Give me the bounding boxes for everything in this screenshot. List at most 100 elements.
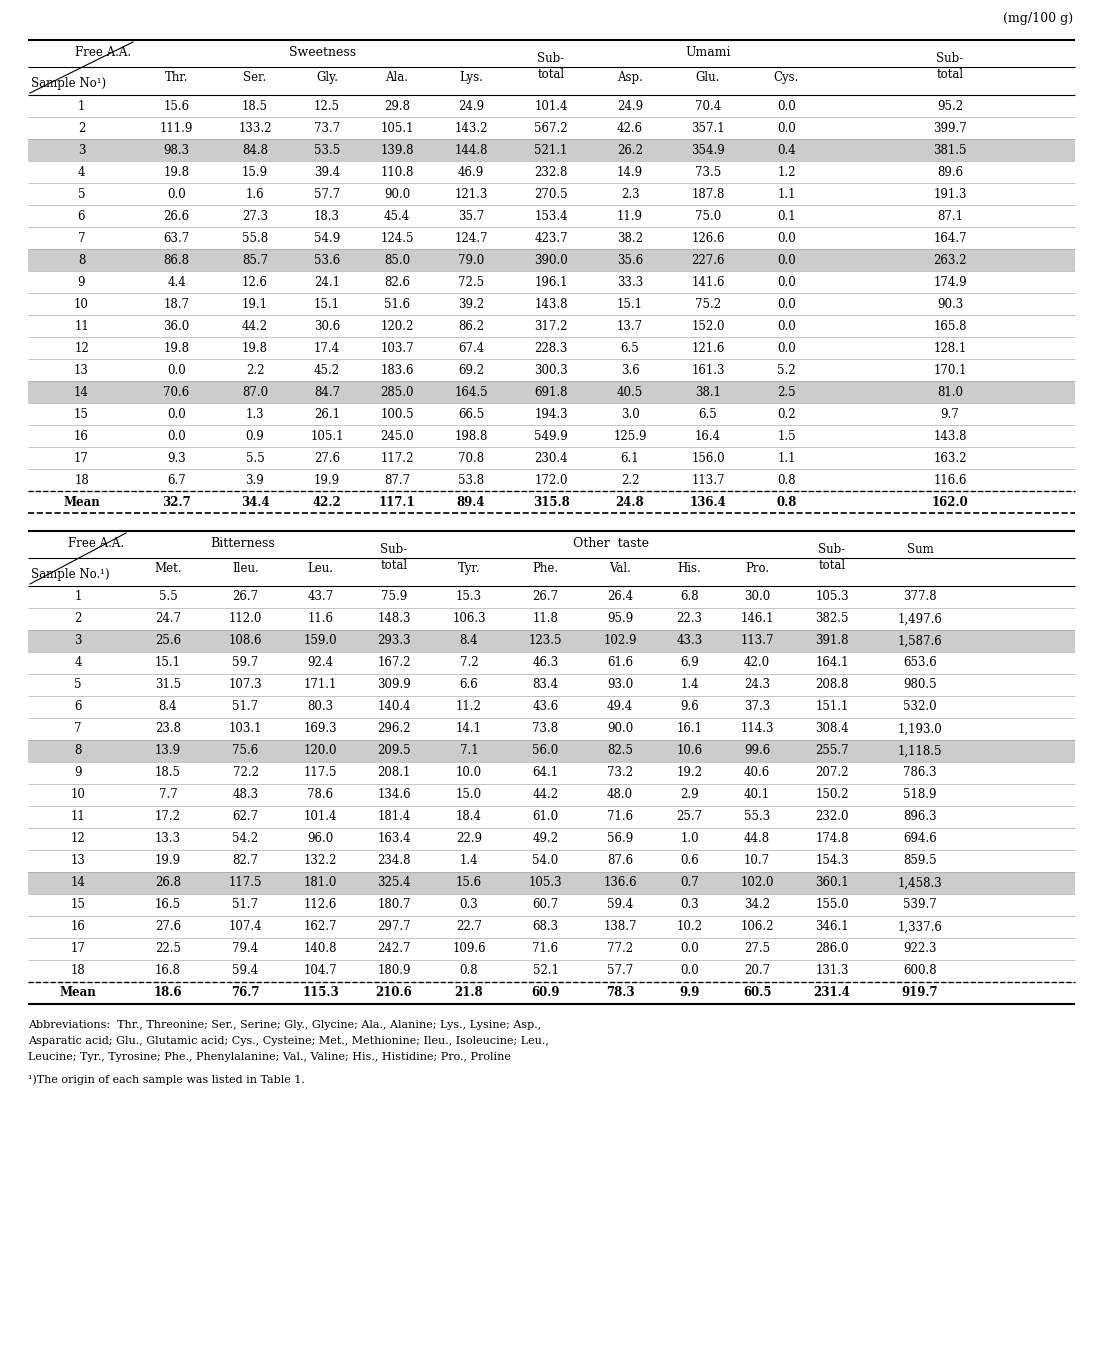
Text: 82.6: 82.6 [384,275,410,288]
Text: 19.1: 19.1 [242,298,268,310]
Text: 60.7: 60.7 [532,899,558,911]
Text: 124.5: 124.5 [380,232,413,244]
Text: 169.3: 169.3 [303,723,337,736]
Text: 15.9: 15.9 [242,166,268,178]
Text: 40.6: 40.6 [744,767,770,779]
Text: 13.3: 13.3 [155,833,181,845]
Text: 17: 17 [70,942,86,956]
Text: Tyr.: Tyr. [457,562,480,576]
Text: 24.3: 24.3 [744,678,770,692]
Text: 11: 11 [74,319,89,333]
Text: 9.3: 9.3 [167,452,186,465]
Text: 16: 16 [70,921,86,934]
Text: Sub-
total: Sub- total [819,543,845,572]
Text: 15.6: 15.6 [164,100,189,112]
Text: Thr.: Thr. [165,71,188,84]
Text: 12: 12 [74,341,89,355]
Text: 113.7: 113.7 [741,635,774,647]
Text: 317.2: 317.2 [534,319,568,333]
Text: 9.9: 9.9 [679,987,700,999]
Text: 153.4: 153.4 [534,209,568,222]
Text: 92.4: 92.4 [308,656,334,670]
Text: 24.7: 24.7 [155,612,181,625]
Text: 78.6: 78.6 [308,789,334,802]
Text: 1,497.6: 1,497.6 [898,612,943,625]
Text: 85.0: 85.0 [384,253,410,267]
Text: 120.0: 120.0 [303,744,337,758]
Text: 112.6: 112.6 [303,899,337,911]
Text: 26.7: 26.7 [532,590,558,604]
Text: Pro.: Pro. [745,562,769,576]
Text: 15.1: 15.1 [155,656,181,670]
Text: 151.1: 151.1 [815,701,848,713]
Text: 105.1: 105.1 [310,430,344,442]
Text: 121.6: 121.6 [691,341,724,355]
Text: 26.2: 26.2 [617,143,643,156]
Text: 0.0: 0.0 [777,275,796,288]
Text: 8: 8 [75,744,81,758]
Text: 105.1: 105.1 [380,121,413,135]
Text: 96.0: 96.0 [308,833,334,845]
Text: 27.3: 27.3 [242,209,268,222]
Text: 100.5: 100.5 [380,407,414,421]
Text: 0.3: 0.3 [680,899,699,911]
Text: 9.6: 9.6 [680,701,699,713]
Text: 0.0: 0.0 [777,253,796,267]
Text: 1.4: 1.4 [680,678,699,692]
Text: 121.3: 121.3 [454,187,488,201]
Text: 138.7: 138.7 [603,921,636,934]
Text: 117.5: 117.5 [229,876,263,890]
Text: Ser.: Ser. [243,71,267,84]
Text: 5: 5 [78,187,86,201]
Text: 77.2: 77.2 [607,942,633,956]
Text: Ileu.: Ileu. [232,562,259,576]
Bar [27,249,1075,271]
Text: 1.6: 1.6 [246,187,265,201]
Text: 1.4: 1.4 [459,855,478,868]
Text: 354.9: 354.9 [691,143,725,156]
Text: 15.0: 15.0 [456,789,482,802]
Text: 309.9: 309.9 [377,678,411,692]
Text: 15.6: 15.6 [456,876,482,890]
Text: 0.9: 0.9 [245,430,265,442]
Text: 35.6: 35.6 [617,253,643,267]
Text: Leu.: Leu. [308,562,333,576]
Text: 42.6: 42.6 [617,121,643,135]
Text: 286.0: 286.0 [815,942,848,956]
Text: 99.6: 99.6 [744,744,770,758]
Text: 3.0: 3.0 [621,407,640,421]
Text: 73.2: 73.2 [607,767,633,779]
Text: 155.0: 155.0 [815,899,848,911]
Text: 25.7: 25.7 [677,810,702,824]
Text: 89.6: 89.6 [937,166,963,178]
Text: 549.9: 549.9 [534,430,568,442]
Text: 53.6: 53.6 [314,253,340,267]
Text: 0.7: 0.7 [680,876,699,890]
Text: 16: 16 [74,430,89,442]
Text: 30.6: 30.6 [314,319,340,333]
Text: 101.4: 101.4 [534,100,568,112]
Text: 26.4: 26.4 [607,590,633,604]
Text: 62.7: 62.7 [232,810,258,824]
Text: Bitterness: Bitterness [211,537,276,550]
Text: 15: 15 [70,899,86,911]
Text: 1.0: 1.0 [680,833,699,845]
Text: 8: 8 [78,253,86,267]
Text: 1.5: 1.5 [777,430,796,442]
Text: 208.1: 208.1 [377,767,411,779]
Text: 61.6: 61.6 [607,656,633,670]
Text: 210.6: 210.6 [376,987,412,999]
Text: 27.6: 27.6 [155,921,181,934]
Text: 90.3: 90.3 [936,298,963,310]
Text: 30.0: 30.0 [744,590,770,604]
Text: 228.3: 228.3 [534,341,568,355]
Text: 0.8: 0.8 [776,496,797,508]
Text: 19.2: 19.2 [677,767,702,779]
Text: 107.4: 107.4 [229,921,263,934]
Text: 0.0: 0.0 [167,187,186,201]
Text: 19.8: 19.8 [164,341,189,355]
Text: 85.7: 85.7 [242,253,268,267]
Text: ¹)The origin of each sample was listed in Table 1.: ¹)The origin of each sample was listed i… [27,1074,304,1085]
Text: Free A.A.: Free A.A. [68,537,124,550]
Text: 11.8: 11.8 [533,612,558,625]
